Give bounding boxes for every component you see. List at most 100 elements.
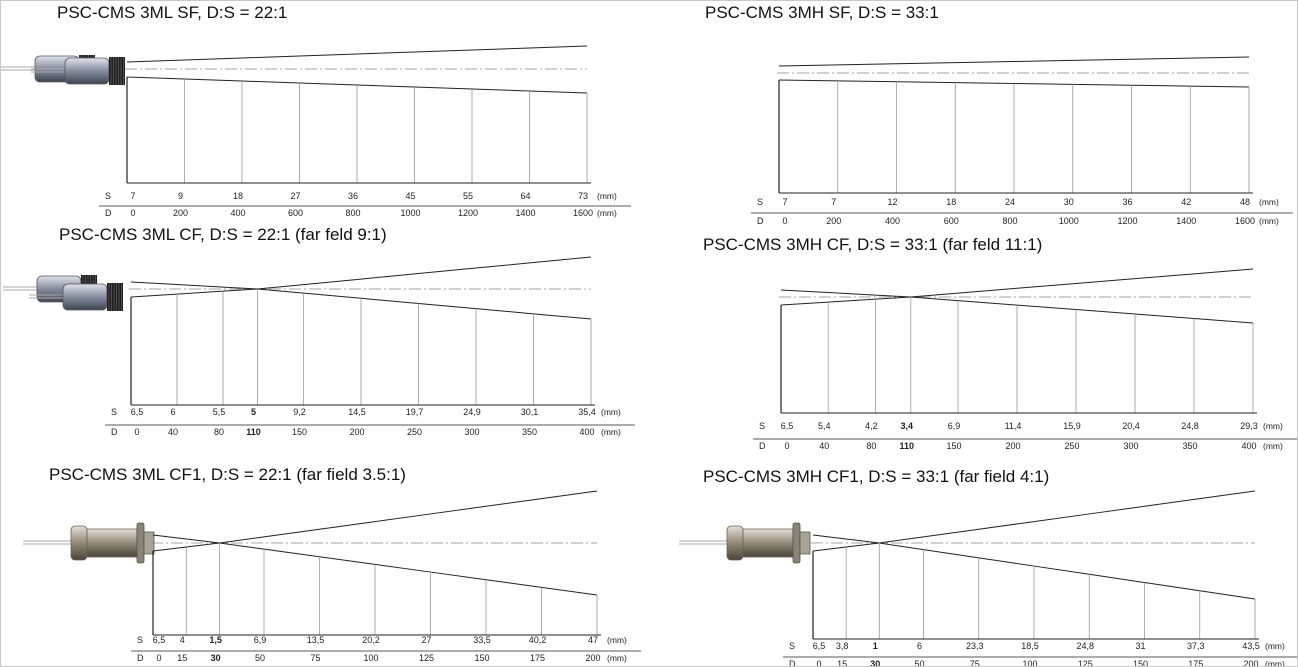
spot-size-label: 6,5 [781, 421, 794, 431]
spot-size-label: 6 [917, 641, 922, 651]
panel-3mh-cf1: PSC-CMS 3MH CF1, D:S = 33:1 (far field 4… [649, 461, 1297, 667]
spot-size-label: 20,4 [1122, 421, 1140, 431]
distance-label: 80 [214, 427, 224, 437]
distance-label: 80 [866, 441, 876, 451]
distance-label: 50 [255, 653, 265, 663]
sensor-cap-icon [726, 525, 744, 561]
spot-size-label: 64 [520, 191, 530, 201]
panel-title: PSC-CMS 3MH CF, D:S = 33:1 (far feld 11:… [703, 235, 1043, 254]
distance-label: 300 [1123, 441, 1138, 451]
distance-label: 40 [168, 427, 178, 437]
distance-label: 0 [134, 427, 139, 437]
beam-upper-boundary [780, 268, 1254, 298]
panel-3ml-cf: PSC-CMS 3ML CF, D:S = 22:1 (far feld 9:1… [1, 223, 649, 445]
distance-label: 0 [130, 208, 135, 218]
spot-size-label: 5,5 [213, 407, 226, 417]
distance-label: 1200 [458, 208, 478, 218]
panel-title: PSC-CMS 3MH CF1, D:S = 33:1 (far field 4… [703, 467, 1050, 486]
row-label-s: S [759, 421, 765, 431]
distance-label: 175 [1188, 659, 1203, 667]
sensor-body-icon [64, 57, 110, 85]
row-label-s: S [137, 635, 143, 645]
row-label-s: S [789, 641, 795, 651]
spot-size-label: 42 [1181, 197, 1191, 207]
distance-label: 200 [173, 208, 188, 218]
distance-label: 250 [1064, 441, 1079, 451]
optics-diagram: SD 6,5 4 1,5 6,9 13,5 20,2 27 33,5 40,2 47 0 15 30 50 7… [23, 490, 641, 663]
beam-lower-boundary [780, 296, 1254, 324]
row-label-s: S [111, 407, 117, 417]
unit-label-s: (mm) [1263, 421, 1283, 431]
distance-label: 200 [1243, 659, 1258, 667]
spot-size-label: 6,5 [131, 407, 144, 417]
row-label-d: D [759, 441, 766, 451]
spot-size-label: 6,9 [948, 421, 961, 431]
distance-label: 1200 [1117, 216, 1137, 226]
spot-size-label: 45 [405, 191, 415, 201]
distance-label: 75 [970, 659, 980, 667]
spot-size-label: 55 [463, 191, 473, 201]
distance-label: 15 [177, 653, 187, 663]
spot-size-label: 9 [178, 191, 183, 201]
spot-size-label: 43,5 [1242, 641, 1260, 651]
spot-size-label: 30 [1064, 197, 1074, 207]
distance-label: 200 [585, 653, 600, 663]
spot-size-label: 40,2 [529, 635, 547, 645]
distance-label: 350 [1182, 441, 1197, 451]
row-label-d: D [105, 208, 112, 218]
spot-size-label: 37,3 [1187, 641, 1205, 651]
unit-label-d: (mm) [597, 208, 617, 218]
distance-label: 600 [944, 216, 959, 226]
spot-size-label: 6,5 [813, 641, 826, 651]
sensor-nut-icon [136, 522, 145, 564]
distance-label: 15 [837, 659, 847, 667]
row-label-d: D [789, 659, 796, 667]
distance-label: 250 [407, 427, 422, 437]
optics-diagram: SD 7 9 18 27 36 45 55 64 73 0 200 400 600 800 1000 1200 1… [1, 45, 631, 218]
sensor-cap-icon [70, 525, 88, 561]
spot-size-label: 33,5 [473, 635, 491, 645]
spot-size-label: 24,8 [1181, 421, 1199, 431]
distance-label: 150 [946, 441, 961, 451]
unit-label-s: (mm) [607, 635, 627, 645]
sensor-body-icon [62, 283, 108, 311]
distance-label: 1400 [515, 208, 535, 218]
spot-size-label: 11,4 [1005, 421, 1022, 431]
spot-size-label: 12 [887, 197, 897, 207]
spot-size-label: 4 [180, 635, 185, 645]
spot-size-label: 5 [251, 407, 256, 417]
unit-label-s: (mm) [601, 407, 621, 417]
unit-label-d: (mm) [1259, 216, 1279, 226]
spot-size-label: 18 [233, 191, 243, 201]
distance-label: 125 [1078, 659, 1093, 667]
beam-upper-boundary [130, 256, 592, 290]
panel-title: PSC-CMS 3ML CF1, D:S = 22:1 (far field 3… [49, 465, 406, 484]
panel-3mh-cf: PSC-CMS 3MH CF, D:S = 33:1 (far feld 11:… [29, 233, 1297, 461]
spot-size-label: 36 [1122, 197, 1132, 207]
distance-label: 100 [363, 653, 378, 663]
spot-size-label: 24 [1005, 197, 1015, 207]
spot-size-label: 47 [588, 635, 598, 645]
sensor-body-icon [86, 528, 138, 558]
panel-3mh-sf: PSC-CMS 3MH SF, D:S = 33:1 S D 7 7 12 18 24 30 3… [31, 1, 1297, 233]
spot-size-label: 73 [578, 191, 588, 201]
spot-size-label: 13,5 [307, 635, 325, 645]
spot-size-label: 31 [1135, 641, 1145, 651]
spot-size-label: 7 [130, 191, 135, 201]
sensor-thread-icon [109, 57, 125, 85]
spot-size-label: 6,5 [153, 635, 166, 645]
distance-label: 150 [1133, 659, 1148, 667]
spot-size-label: 9,2 [293, 407, 306, 417]
spot-size-label: 48 [1240, 197, 1250, 207]
spot-size-label: 4,2 [865, 421, 878, 431]
distance-label: 800 [1002, 216, 1017, 226]
distance-label: 0 [784, 441, 789, 451]
sensor-body-icon [742, 528, 794, 558]
row-label-d: D [757, 216, 764, 226]
distance-label: 350 [522, 427, 537, 437]
distance-label: 0 [782, 216, 787, 226]
panel-title: PSC-CMS 3ML CF, D:S = 22:1 (far feld 9:1… [59, 225, 387, 244]
distance-label: 30 [870, 659, 880, 667]
distance-label: 200 [1005, 441, 1020, 451]
sensor-thread-icon [107, 283, 123, 311]
